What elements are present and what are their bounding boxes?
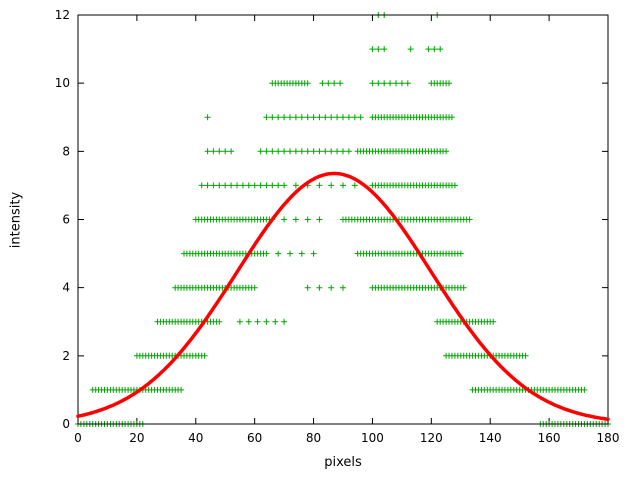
x-tick-label: 40 [188,431,203,445]
fit-curve [76,171,610,422]
x-tick-label: 180 [597,431,620,445]
x-tick-label: 60 [247,431,262,445]
x-tick-label: 100 [361,431,384,445]
plot-border [77,14,609,425]
x-tick-label: 20 [129,431,144,445]
y-axis-label: intensity [8,191,24,249]
y-tick-label: 2 [62,349,70,363]
x-tick-label: 140 [479,431,502,445]
x-tick-label: 80 [306,431,321,445]
x-tick-label: 160 [538,431,561,445]
y-tick-label: 10 [55,76,70,90]
x-axis-label: pixels [324,455,362,470]
y-tick-label: 4 [62,281,70,295]
y-tick-label: 12 [55,8,70,22]
x-tick-label: 0 [74,431,82,445]
y-tick-label: 8 [62,144,70,158]
scatter-points [75,12,611,427]
x-tick-label: 120 [420,431,443,445]
y-tick-label: 0 [62,417,70,431]
y-tick-label: 6 [62,213,70,227]
